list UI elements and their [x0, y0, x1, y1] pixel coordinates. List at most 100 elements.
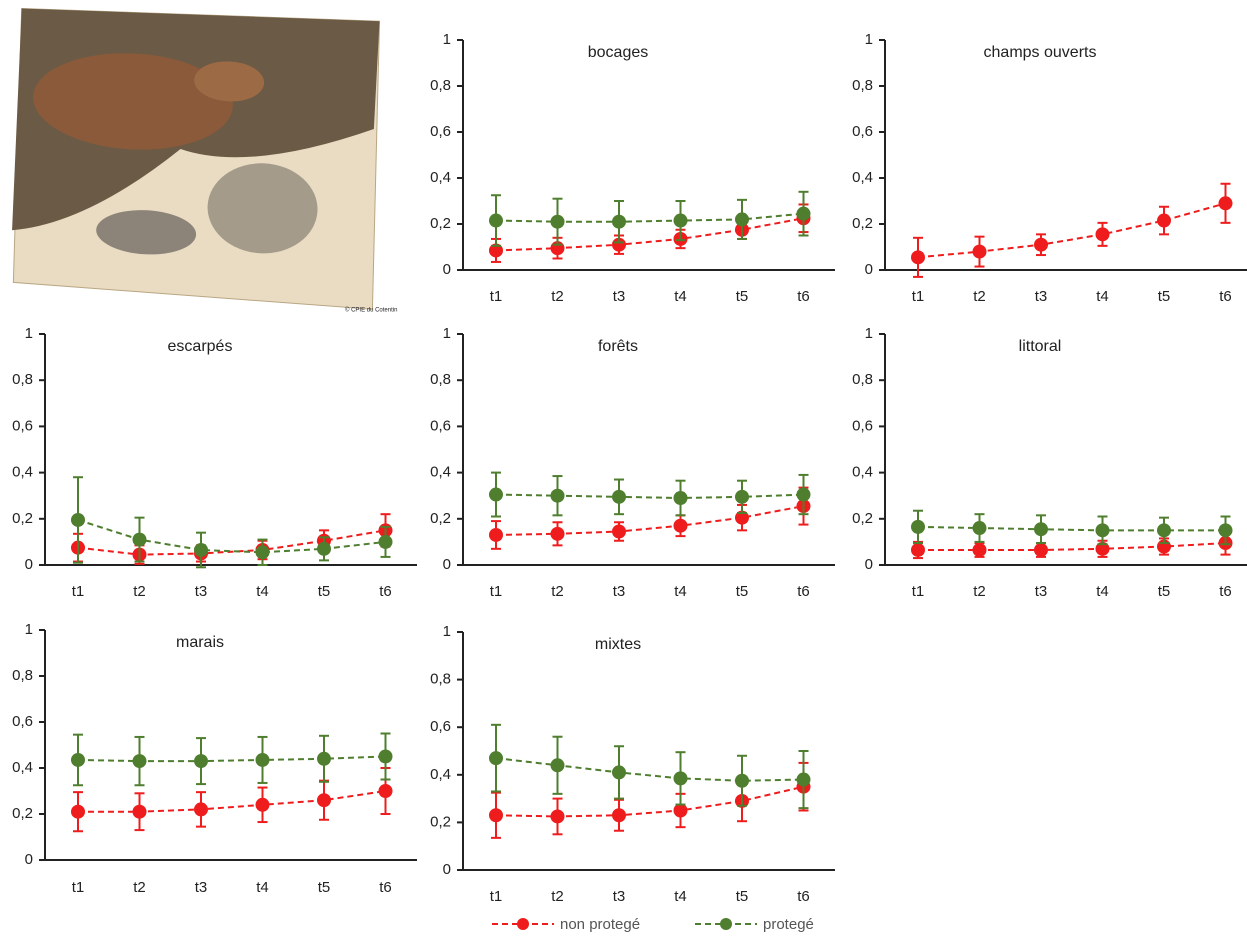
series-line	[77, 529, 386, 556]
series-line	[78, 790, 386, 813]
y-tick-label: 0,6	[852, 123, 873, 140]
y-tick-label: 0	[25, 851, 33, 868]
x-tick-label: t4	[1096, 288, 1109, 305]
x-tick-label: t6	[1219, 288, 1232, 305]
y-tick-label: 0,2	[430, 510, 451, 527]
point	[378, 784, 393, 798]
sketch	[96, 210, 197, 255]
y-tick-label: 0,6	[430, 718, 451, 735]
x-tick-label: t6	[1219, 583, 1232, 600]
point	[972, 521, 987, 536]
y-tick-label: 1	[25, 325, 33, 342]
y-tick-label: 1	[443, 623, 451, 640]
point	[1218, 196, 1233, 211]
x-tick-label: t5	[736, 888, 749, 905]
point	[550, 526, 565, 541]
point	[255, 545, 270, 560]
y-tick-label: 1	[443, 31, 451, 48]
x-tick-label: t2	[133, 879, 146, 896]
x-tick-label: t3	[613, 583, 626, 600]
x-tick-label: t5	[1158, 583, 1171, 600]
frog-photo	[12, 7, 381, 310]
series-line	[495, 505, 804, 536]
y-tick-label: 0,2	[852, 215, 873, 232]
y-tick-label: 1	[25, 621, 33, 638]
point	[255, 752, 270, 767]
y-tick-label: 0,4	[430, 169, 451, 186]
x-tick-label: t1	[490, 888, 503, 905]
series-line	[918, 542, 1226, 551]
point	[911, 519, 925, 534]
point	[1095, 227, 1110, 242]
x-tick-label: t1	[72, 583, 85, 600]
point	[612, 808, 626, 823]
x-tick-label: t3	[195, 879, 208, 896]
y-tick-label: 0,4	[430, 464, 451, 481]
point	[972, 542, 987, 557]
point	[317, 751, 331, 766]
y-tick-label: 0,6	[852, 417, 873, 434]
x-tick-label: t3	[195, 583, 208, 600]
point	[1034, 522, 1048, 537]
y-tick-label: 0,6	[12, 417, 33, 434]
series-line	[77, 755, 386, 763]
point	[612, 214, 626, 229]
point	[550, 758, 565, 773]
y-tick-label: 0,8	[852, 77, 873, 94]
y-tick-label: 0,6	[12, 713, 33, 730]
point	[1095, 541, 1110, 556]
y-tick-label: 0	[443, 261, 451, 278]
frog-head	[194, 61, 265, 102]
legend-marker	[517, 918, 529, 930]
point	[911, 542, 925, 557]
sketch	[207, 163, 318, 254]
y-tick-label: 0,2	[12, 805, 33, 822]
point	[796, 487, 811, 502]
point	[378, 749, 393, 764]
point	[489, 213, 503, 228]
chart-title: champs ouverts	[984, 44, 1097, 61]
point	[194, 802, 208, 817]
series-line	[495, 785, 804, 818]
x-tick-label: t5	[318, 583, 331, 600]
point	[489, 808, 503, 823]
x-tick-label: t6	[797, 583, 810, 600]
y-tick-label: 0,8	[430, 671, 451, 688]
panel: 0 0,2 0,4 0,6 0,8 1 t1 t2 t3 t4 t5 t6 escarpés	[12, 325, 417, 600]
x-tick-label: t2	[133, 583, 146, 600]
point	[550, 488, 565, 503]
x-tick-label: t2	[551, 288, 564, 305]
point	[378, 534, 393, 549]
y-tick-label: 0,4	[12, 759, 33, 776]
point	[1218, 523, 1233, 538]
panel: 0 0,2 0,4 0,6 0,8 1 t1 t2 t3 t4 t5 t6 littoral	[852, 325, 1247, 600]
y-tick-label: 0,8	[430, 77, 451, 94]
y-tick-label: 0	[865, 556, 873, 573]
point	[71, 752, 85, 767]
chart-title: escarpés	[168, 338, 233, 355]
point	[911, 250, 925, 265]
point	[612, 489, 626, 504]
point	[673, 771, 688, 786]
point	[489, 527, 503, 542]
x-tick-label: t3	[1035, 583, 1048, 600]
point	[735, 489, 749, 504]
legend-marker	[720, 918, 732, 930]
point	[194, 754, 208, 769]
y-tick-label: 0,4	[430, 766, 451, 783]
point	[735, 773, 749, 788]
x-tick-label: t2	[973, 288, 986, 305]
x-tick-label: t6	[797, 288, 810, 305]
x-tick-label: t4	[256, 879, 269, 896]
series-line	[495, 757, 804, 782]
point	[489, 751, 503, 766]
x-tick-label: t2	[551, 888, 564, 905]
point	[612, 524, 626, 539]
x-tick-label: t3	[613, 888, 626, 905]
y-tick-label: 0,6	[430, 417, 451, 434]
chart-title: marais	[176, 634, 224, 651]
x-tick-label: t2	[551, 583, 564, 600]
legend-label: protegé	[763, 916, 814, 933]
x-tick-label: t1	[912, 583, 925, 600]
